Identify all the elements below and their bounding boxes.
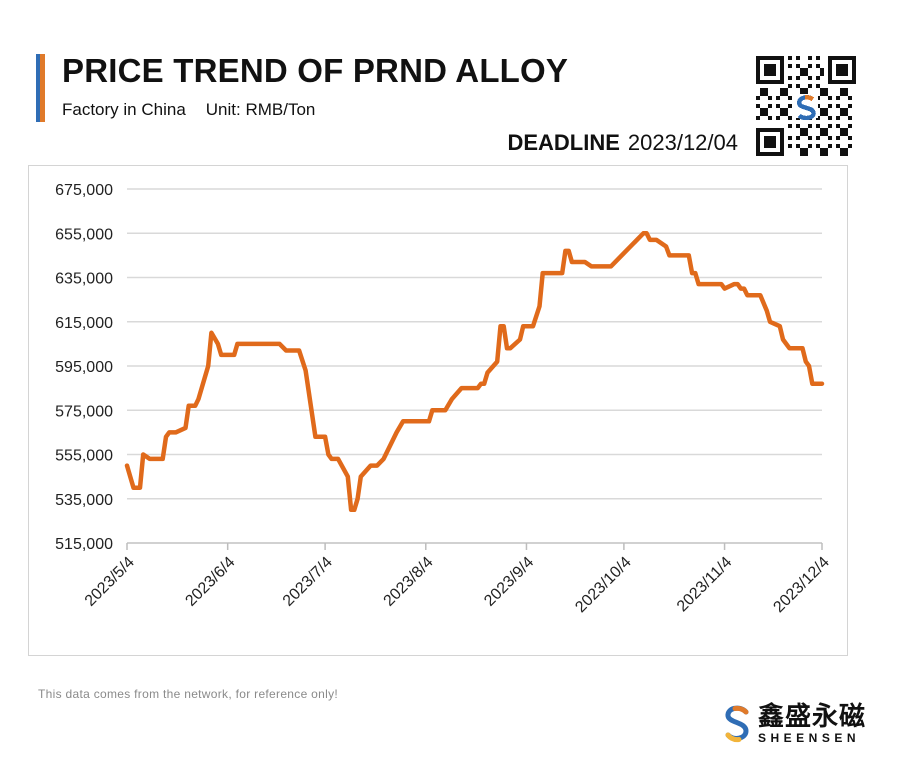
x-axis-ticks: 2023/5/4 2023/6/4 2023/7/4 2023/8/4 2023/9/4…: [82, 543, 833, 616]
x-tick-label: 2023/9/4: [481, 554, 537, 610]
x-tick-label: 2023/10/4: [572, 554, 634, 616]
brand-name-en: SHEENSEN: [758, 731, 861, 745]
deadline-label: DEADLINE: [507, 130, 620, 155]
deadline-date: 2023/12/04: [627, 130, 738, 155]
x-tick-label: 2023/11/4: [674, 554, 736, 616]
page-title: PRICE TREND OF PRND ALLOY: [62, 52, 569, 89]
y-tick-label: 615,000: [55, 315, 113, 332]
y-tick-label: 535,000: [55, 492, 113, 509]
y-tick-label: 675,000: [55, 182, 113, 199]
y-tick-label: 635,000: [55, 271, 113, 288]
subtitle-factory: Factory in China: [62, 100, 186, 119]
sheensen-logo-icon: [725, 705, 749, 742]
x-tick-label: 2023/5/4: [82, 554, 138, 610]
disclaimer-note: This data comes from the network, for re…: [38, 687, 339, 701]
x-tick-label: 2023/7/4: [280, 554, 336, 610]
y-tick-label: 555,000: [55, 448, 113, 465]
brand-name-cn: 鑫盛永磁: [758, 701, 867, 731]
y-tick-label: 595,000: [55, 359, 113, 376]
brand-logo: 鑫盛永磁 SHEENSEN: [722, 703, 866, 744]
x-tick-label: 2023/8/4: [381, 554, 437, 610]
subtitle: Factory in China Unit: RMB/Ton: [62, 100, 315, 120]
y-tick-label: 655,000: [55, 226, 113, 243]
y-tick-label: 575,000: [55, 403, 113, 420]
qr-code-icon: [756, 56, 856, 156]
price-trend-chart: 515,000 535,000 555,000 575,000 595,000 615,0…: [55, 182, 833, 616]
chart-frame: [28, 165, 848, 656]
series-line-prnd-price: [124, 231, 825, 513]
title-accent-bar: [36, 54, 45, 122]
y-axis-ticks: 515,000 535,000 555,000 575,000 595,000 615,0…: [55, 182, 113, 553]
y-tick-label: 515,000: [55, 536, 113, 553]
grid-lines: [127, 188, 822, 544]
x-tick-label: 2023/6/4: [182, 554, 238, 610]
subtitle-unit: Unit: RMB/Ton: [205, 100, 316, 119]
deadline: DEADLINE 2023/12/04: [507, 130, 738, 156]
x-tick-label: 2023/12/4: [770, 554, 832, 616]
